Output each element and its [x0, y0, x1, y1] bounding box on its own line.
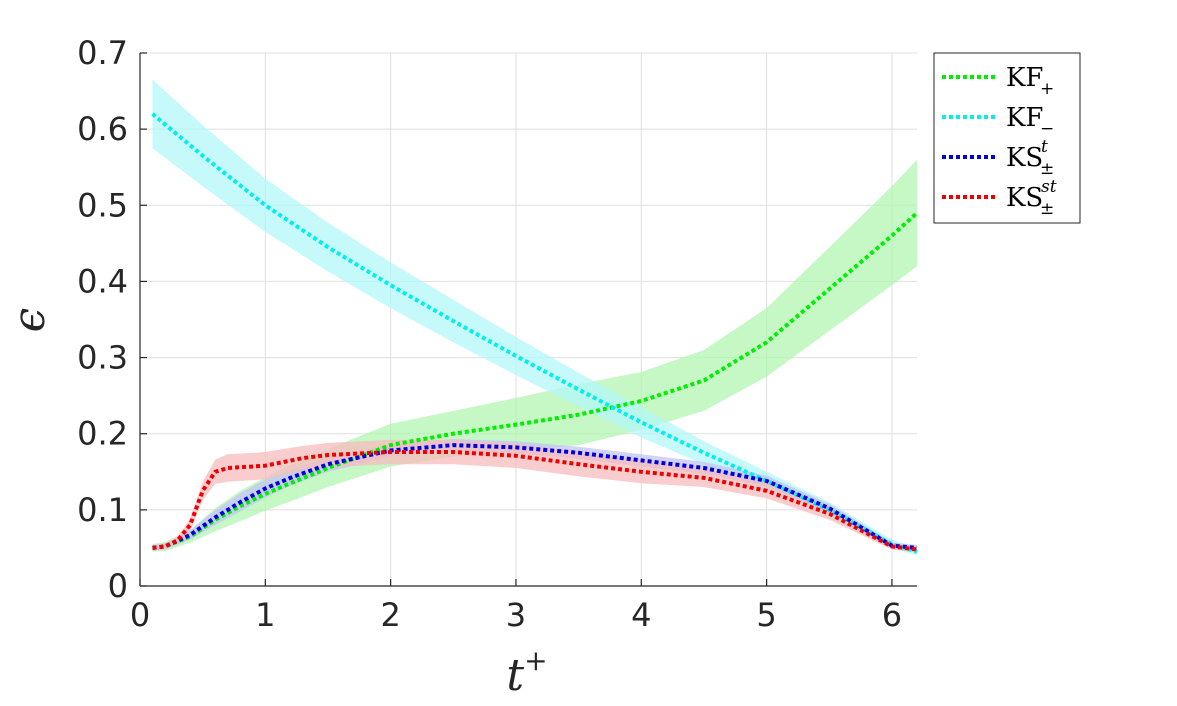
- y-tick-label: 0.5: [77, 186, 128, 224]
- legend-label: KS: [1006, 183, 1043, 213]
- legend-box: [933, 52, 1081, 224]
- y-tick-label: 0.3: [77, 339, 128, 377]
- x-tick-labels: 0 1 2 3 4 5 6: [130, 596, 902, 634]
- y-axis-label: ϵ: [4, 308, 55, 333]
- legend-subscript: ±: [1040, 199, 1054, 219]
- x-tick-label: 5: [756, 596, 776, 634]
- y-tick-label: 0.2: [77, 415, 128, 453]
- legend-label: KF: [1006, 63, 1043, 93]
- y-tick-label: 0.1: [77, 491, 128, 529]
- y-tick-labels: 0 0.1 0.2 0.3 0.4 0.5 0.6 0.7: [77, 34, 128, 605]
- y-tick-label: 0.4: [77, 262, 128, 300]
- series-lines: [151, 112, 919, 554]
- y-tick-label: 0.6: [77, 110, 128, 148]
- x-tick-label: 0: [130, 596, 150, 634]
- series-band-4: [152, 439, 917, 553]
- confidence-bands: [152, 79, 917, 556]
- legend-entry-4: KS±st: [1006, 177, 1057, 219]
- legend-entry-3: KS±t: [1006, 137, 1054, 179]
- x-tick-label: 2: [380, 596, 400, 634]
- legend-label: KS: [1006, 143, 1043, 173]
- y-tick-label: 0.7: [77, 34, 128, 72]
- legend-entry-2: KF−: [1006, 103, 1054, 139]
- legend-superscript: st: [1041, 177, 1057, 197]
- series-line-3: [152, 443, 918, 550]
- legend-label: KF: [1006, 103, 1043, 133]
- legend-superscript: t: [1041, 137, 1048, 157]
- x-tick-label: 1: [255, 596, 275, 634]
- x-tick-label: 4: [631, 596, 651, 634]
- legend-entry-1: KF+: [1006, 63, 1054, 99]
- series-band-3: [152, 439, 917, 551]
- legend-subscript: ±: [1040, 159, 1054, 179]
- legend-subscript: −: [1040, 119, 1054, 139]
- x-tick-label: 6: [882, 596, 902, 634]
- legend-subscript: +: [1040, 79, 1054, 99]
- legend: KF+KF−KS±tKS±st: [933, 52, 1081, 224]
- x-axis-label: t+: [506, 644, 547, 701]
- series-line-4: [152, 450, 918, 552]
- axes: [139, 52, 917, 587]
- series-line-2: [151, 112, 918, 554]
- x-tick-label: 3: [506, 596, 526, 634]
- y-tick-label: 0: [108, 567, 128, 605]
